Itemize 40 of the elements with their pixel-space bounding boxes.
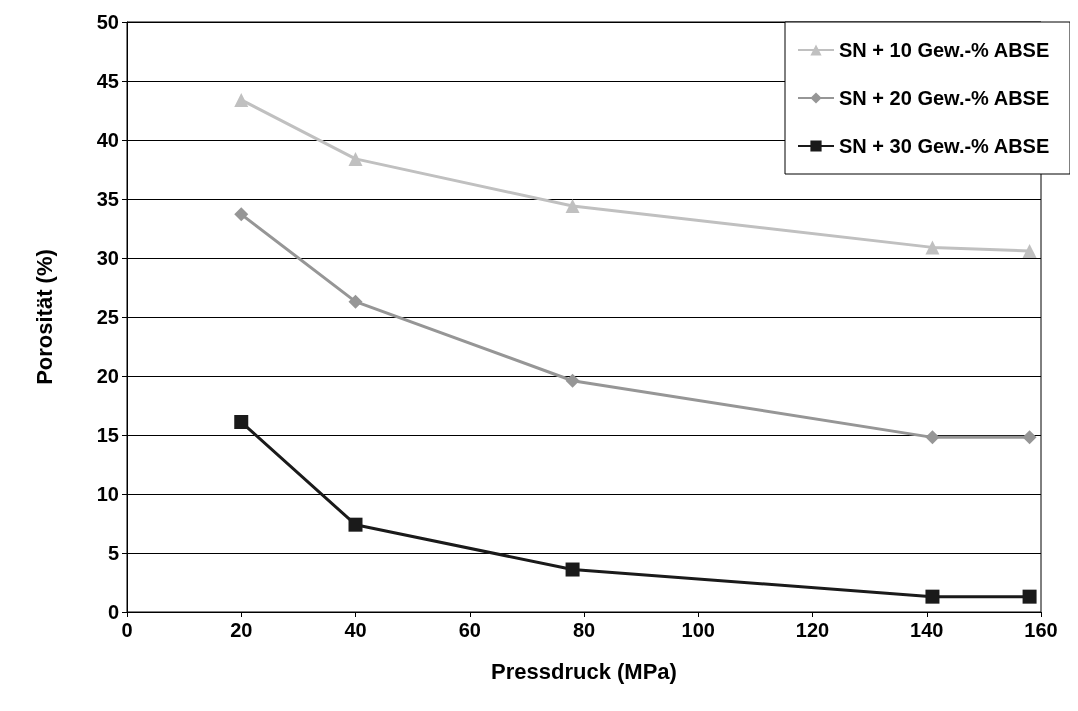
y-tick-label: 30 xyxy=(96,247,119,269)
x-tick-label: 140 xyxy=(910,619,944,641)
point xyxy=(348,151,363,166)
point xyxy=(1022,430,1037,445)
point xyxy=(925,430,940,445)
x-tick-label: 20 xyxy=(230,619,253,641)
x-tick-label: 100 xyxy=(681,619,715,641)
point xyxy=(234,415,249,430)
y-tick-label: 45 xyxy=(96,70,119,92)
point xyxy=(565,199,580,214)
point xyxy=(565,562,580,577)
point xyxy=(925,240,940,255)
x-tick-label: 80 xyxy=(572,619,596,641)
y-tick-label: 15 xyxy=(96,424,119,446)
y-tick-label: 0 xyxy=(107,601,119,623)
point xyxy=(348,517,363,532)
y-axis-title: Porosität (%) xyxy=(31,249,57,385)
y-tick-label: 40 xyxy=(96,129,119,151)
x-tick-label: 40 xyxy=(344,619,367,641)
point xyxy=(565,373,580,388)
y-tick-label: 35 xyxy=(96,188,119,210)
legend-label: SN + 20 Gew.-% ABSE xyxy=(839,87,1050,109)
y-tick-label: 20 xyxy=(96,365,119,387)
x-tick-label: 120 xyxy=(795,619,830,641)
y-tick-label: 10 xyxy=(96,483,119,505)
point xyxy=(1022,589,1037,604)
point xyxy=(348,294,363,309)
y-tick-label: 5 xyxy=(107,542,119,564)
point xyxy=(234,207,249,222)
y-tick-label: 50 xyxy=(96,11,119,33)
point xyxy=(925,589,940,604)
y-tick-label: 25 xyxy=(96,306,119,328)
legend-label: SN + 30 Gew.-% ABSE xyxy=(839,135,1050,157)
point xyxy=(1022,243,1037,258)
x-axis-title: Pressdruck (MPa) xyxy=(491,658,677,684)
legend-label: SN + 10 Gew.-% ABSE xyxy=(839,39,1050,61)
x-tick-label: 0 xyxy=(121,619,133,641)
x-tick-label: 60 xyxy=(458,619,481,641)
x-tick-label: 160 xyxy=(1024,619,1058,641)
point xyxy=(234,92,249,107)
